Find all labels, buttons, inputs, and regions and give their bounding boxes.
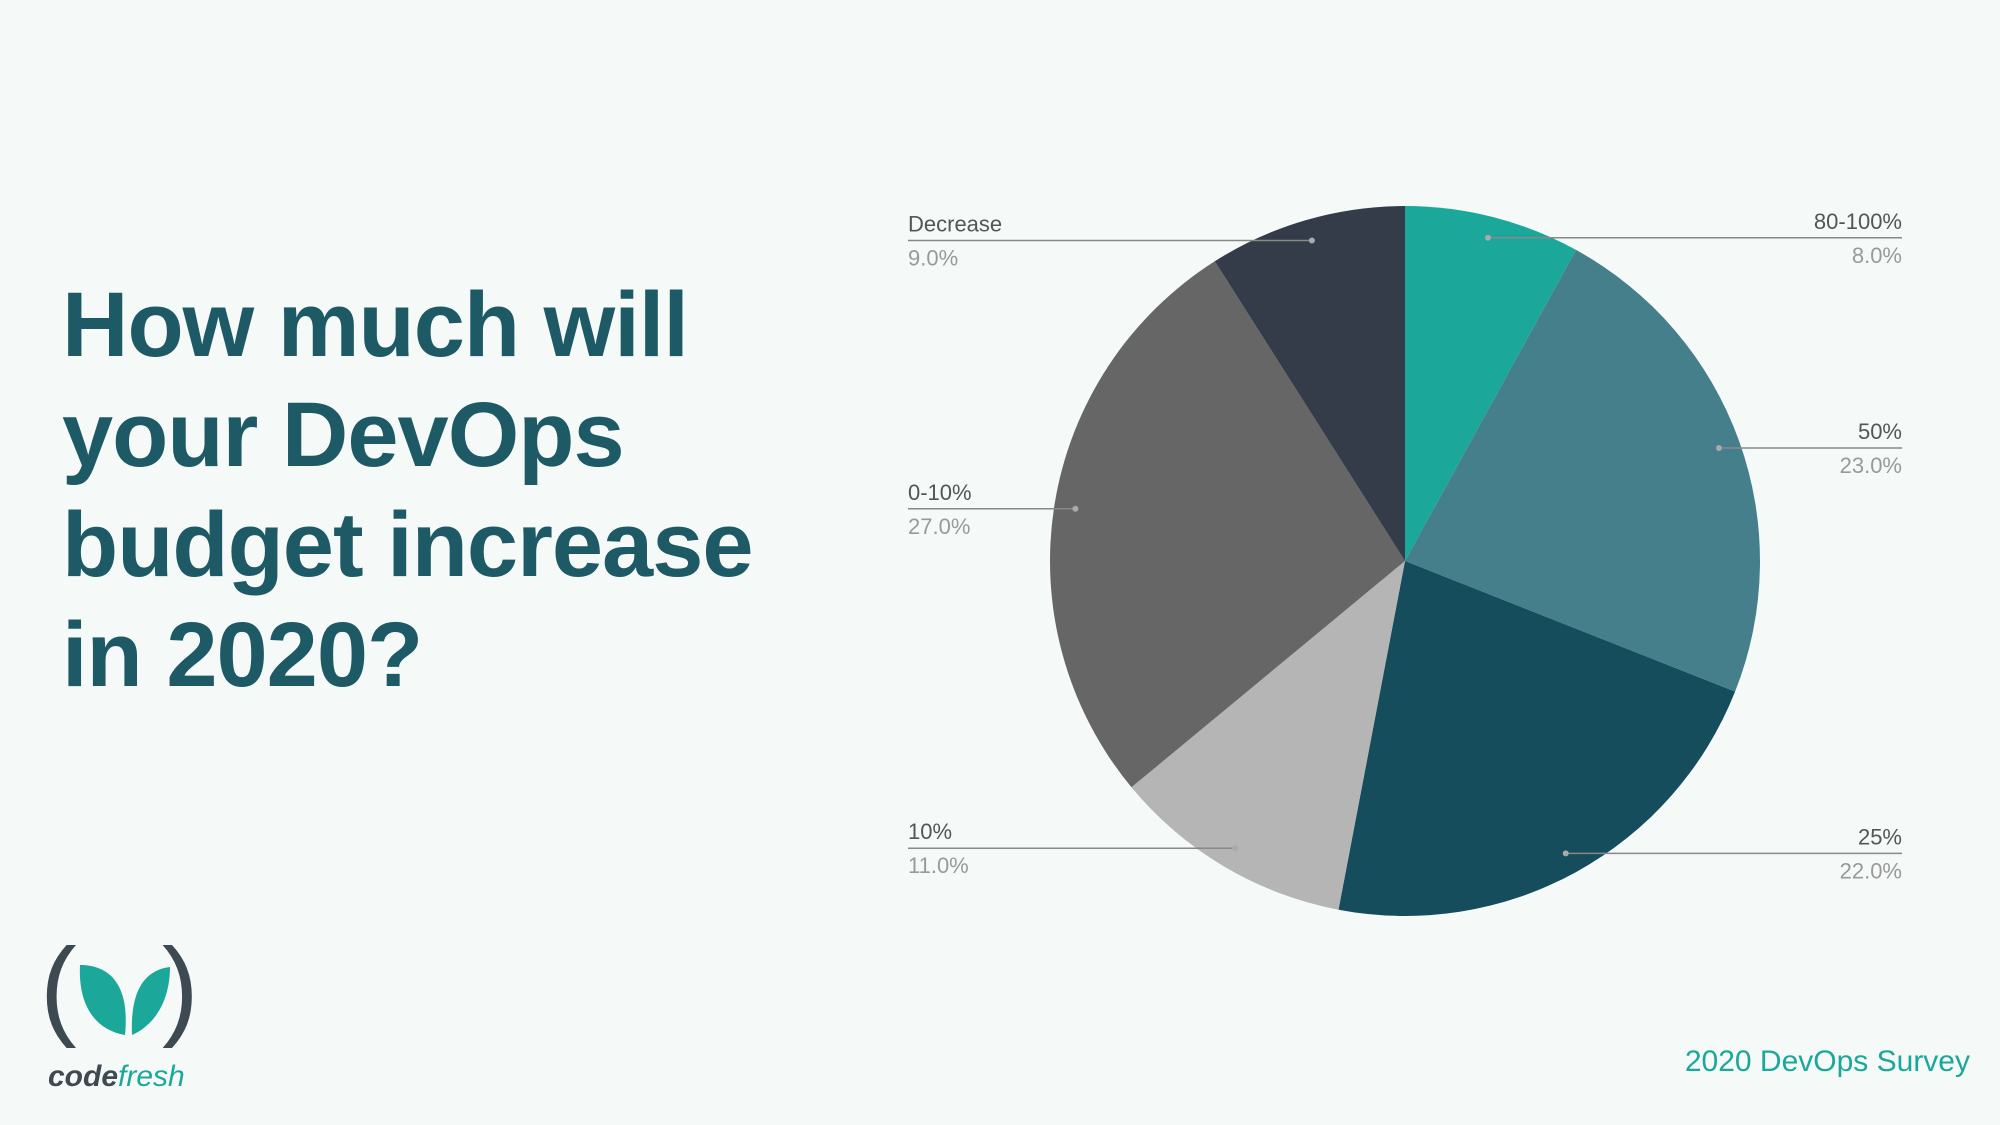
pie-slice	[1131, 561, 1405, 910]
slice-label: Decrease	[908, 212, 1002, 237]
leader-dot	[1308, 237, 1315, 244]
slice-value-label: 8.0%	[1852, 243, 1902, 268]
slice-label: 50%	[1858, 419, 1902, 444]
svg-text:(: (	[40, 945, 77, 1049]
slice-label: 25%	[1858, 824, 1902, 849]
logo-part: fresh	[118, 1060, 185, 1093]
leader-dot	[1484, 234, 1491, 241]
logo-icon: ( )	[40, 945, 199, 1049]
slice-value-label: 11.0%	[908, 853, 969, 878]
leader-dot	[1715, 444, 1722, 451]
pie-slice	[1338, 561, 1736, 916]
slice-value-label: 27.0%	[908, 514, 970, 539]
leader-dot	[1232, 845, 1239, 852]
logo-part: code	[48, 1060, 119, 1093]
footer: 2020 DevOps Survey	[1684, 1045, 1970, 1078]
pie-slice	[1405, 249, 1760, 692]
pie-slice	[1050, 261, 1405, 788]
logo-text: codefresh	[48, 1060, 185, 1094]
slice-label: 80-100%	[1814, 209, 1902, 234]
slice-value-label: 9.0%	[908, 246, 958, 271]
slice-value-label: 23.0%	[1840, 453, 1902, 478]
title: How much will your DevOps budget increas…	[62, 274, 754, 706]
slice-label: 0-10%	[908, 480, 972, 505]
svg-text:): )	[162, 945, 199, 1049]
leader-dot	[1562, 850, 1569, 857]
pie-slice	[1405, 206, 1577, 561]
leader-dot	[1072, 505, 1079, 512]
pie-slice	[1214, 206, 1405, 561]
slice-value-label: 22.0%	[1840, 858, 1902, 883]
slice-label: 10%	[908, 819, 952, 844]
